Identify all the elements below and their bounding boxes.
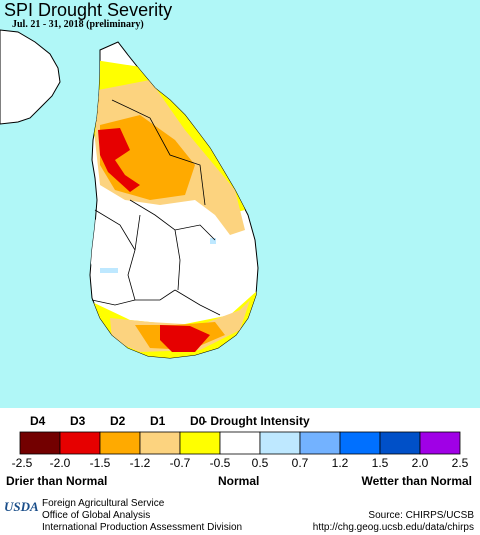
map-title: SPI Drought Severity [4,0,173,20]
legend-tick-label: -0.7 [169,456,191,470]
legend-category-d0: D0 [190,414,206,428]
legend-swatches [19,431,461,455]
legend-swatch-10 [419,431,461,455]
legend-tick-label: -2.5 [11,456,33,470]
legend-swatch-4 [179,431,221,455]
legend-category-d1: D1 [150,414,166,428]
legend-tick-label: -1.5 [89,456,111,470]
legend-tick-label: -2.0 [49,456,71,470]
legend-swatch-1 [59,431,101,455]
province-borders [91,99,221,316]
legend-wetter-label: Wetter than Normal [361,474,472,488]
legend-normal-label: Normal [218,474,260,488]
legend-intensity-label: - Drought Intensity [203,414,310,428]
legend-swatch-2 [99,431,141,455]
legend-swatch-6 [259,431,301,455]
org-line-3: International Production Assessment Divi… [42,522,243,533]
d3-region-south [160,325,210,352]
map-subtitle: Jul. 21 - 31, 2018 (preliminary) [12,19,144,30]
legend-category-d3: D3 [70,414,86,428]
legend-drier-label: Drier than Normal [6,474,108,488]
legend-tick-label: 0.5 [251,456,269,470]
india-coast [0,29,61,125]
legend-tick-label: 1.2 [331,456,349,470]
drought-map [0,0,480,408]
usda-logo: USDA [4,499,39,514]
legend-tick-label: 0.7 [291,456,309,470]
source-text: Source: CHIRPS/UCSB [368,510,474,521]
normal-region-center [90,215,220,300]
legend-tick-label: -1.2 [129,456,151,470]
org-line-1: Foreign Agricultural Service [42,498,165,509]
legend-category-d4: D4 [30,414,46,428]
legend-colorbar [19,431,461,455]
wet-spot-2 [210,238,216,244]
legend-swatch-9 [379,431,421,455]
d3-region-north [98,128,140,192]
org-line-2: Office of Global Analysis [42,510,151,521]
legend-category-d2: D2 [110,414,126,428]
legend-tick-label: 1.5 [371,456,389,470]
legend-swatch-3 [139,431,181,455]
legend-tick-label: 2.0 [411,456,429,470]
legend-swatch-7 [299,431,341,455]
legend-tick-label: 2.5 [451,456,469,470]
wet-spot [100,268,118,273]
legend-swatch-5 [219,431,261,455]
legend-swatch-0 [19,431,61,455]
legend-swatch-8 [339,431,381,455]
source-url[interactable]: http://chg.geog.ucsb.edu/data/chirps [312,522,474,533]
legend-tick-label: -0.5 [209,456,231,470]
